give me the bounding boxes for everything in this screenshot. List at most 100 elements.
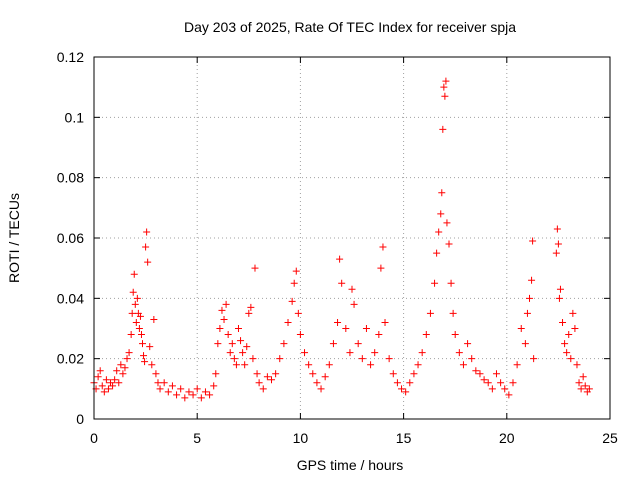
y-axis-title: ROTI / TECUs: [6, 193, 22, 283]
y-tick-label: 0.1: [65, 109, 85, 125]
data-point: [488, 385, 496, 393]
data-point: [377, 264, 385, 272]
data-point: [354, 340, 362, 348]
data-point: [141, 358, 149, 366]
data-point: [553, 225, 561, 233]
data-point: [109, 382, 117, 390]
data-point: [389, 370, 397, 378]
data-point: [342, 325, 350, 332]
data-point: [581, 382, 589, 390]
data-point: [313, 379, 321, 387]
data-point: [393, 379, 401, 387]
chart-title: Day 203 of 2025, Rate Of TEC Index for r…: [184, 19, 516, 35]
data-point: [565, 331, 573, 339]
data-point: [325, 361, 333, 369]
data-point: [193, 385, 201, 393]
data-point: [220, 315, 228, 323]
data-point: [398, 385, 406, 393]
data-point: [210, 382, 218, 390]
data-point: [509, 379, 517, 387]
data-point: [168, 382, 176, 390]
data-point: [125, 349, 133, 357]
data-point: [523, 309, 531, 317]
data-point: [579, 373, 587, 381]
data-point: [585, 385, 593, 393]
data-point: [212, 370, 220, 378]
data-point: [517, 325, 525, 332]
data-point: [530, 355, 538, 363]
data-point: [226, 349, 234, 357]
data-point: [367, 361, 375, 369]
data-point: [111, 376, 119, 384]
data-point: [132, 318, 140, 326]
data-point: [218, 306, 226, 314]
x-tick-label: 20: [499, 430, 515, 446]
data-point: [234, 325, 242, 332]
data-point: [245, 309, 253, 317]
data-point: [135, 325, 143, 332]
data-point: [94, 373, 102, 381]
data-point: [253, 370, 261, 378]
x-axis-title: GPS time / hours: [297, 457, 404, 473]
y-tick-label: 0.12: [57, 49, 84, 65]
data-point: [575, 379, 583, 387]
data-point: [484, 379, 492, 387]
data-point: [371, 349, 379, 357]
data-point: [247, 303, 255, 311]
data-point: [296, 331, 304, 339]
data-point: [418, 349, 426, 357]
data-point: [379, 243, 387, 251]
data-point: [571, 325, 579, 332]
y-tick-label: 0.08: [57, 170, 84, 186]
data-point: [442, 77, 450, 85]
data-point: [317, 385, 325, 393]
data-point: [362, 325, 370, 332]
data-point: [447, 279, 455, 287]
data-point: [288, 297, 296, 305]
data-point: [164, 388, 172, 396]
data-point: [201, 388, 209, 396]
data-point: [426, 309, 434, 317]
data-point: [573, 361, 581, 369]
data-point: [130, 270, 138, 278]
data-point: [284, 318, 292, 326]
data-point: [96, 367, 104, 375]
data-point: [501, 385, 509, 393]
data-point: [338, 279, 346, 287]
data-point: [144, 258, 152, 266]
data-point: [350, 300, 358, 308]
y-tick-label: 0.04: [57, 290, 84, 306]
data-point: [230, 355, 238, 363]
data-point: [433, 249, 441, 257]
data-point: [272, 370, 280, 378]
data-point: [414, 361, 422, 369]
data-point: [189, 391, 197, 399]
data-point: [222, 300, 230, 308]
data-point: [559, 318, 567, 326]
data-point: [569, 309, 577, 317]
data-point: [259, 385, 267, 393]
data-point: [346, 349, 354, 357]
x-tick-label: 0: [90, 430, 98, 446]
data-point: [290, 279, 298, 287]
data-point: [464, 340, 472, 348]
data-point: [422, 331, 430, 339]
data-point: [309, 370, 317, 378]
data-point: [381, 318, 389, 326]
data-point: [139, 340, 147, 348]
data-point: [228, 340, 236, 348]
data-point: [181, 394, 189, 402]
data-point: [160, 379, 168, 387]
data-point: [119, 370, 127, 378]
data-point: [336, 255, 344, 263]
data-point: [348, 285, 356, 293]
data-point: [492, 370, 500, 378]
data-point: [468, 355, 476, 363]
data-point: [480, 376, 488, 384]
data-point: [268, 376, 276, 384]
data-point: [177, 385, 185, 393]
data-point: [476, 370, 484, 378]
data-point: [185, 388, 193, 396]
